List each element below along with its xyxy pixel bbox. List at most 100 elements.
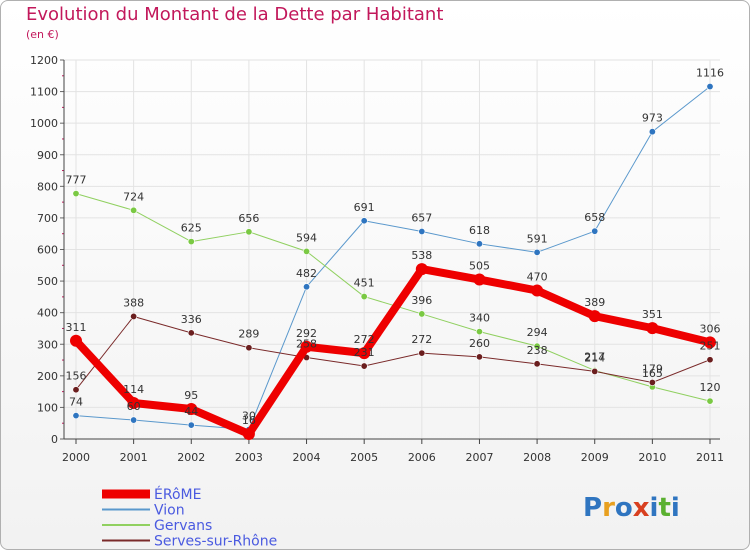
data-label: 179 bbox=[642, 362, 663, 375]
data-point bbox=[245, 344, 253, 352]
data-point bbox=[418, 349, 426, 357]
data-point bbox=[533, 248, 541, 256]
data-label: 16 bbox=[242, 414, 256, 427]
data-point bbox=[706, 356, 714, 364]
data-label: 777 bbox=[66, 174, 87, 187]
x-tick-label: 2005 bbox=[350, 451, 378, 464]
x-tick-label: 2009 bbox=[581, 451, 609, 464]
data-label: 389 bbox=[584, 296, 605, 309]
series-line bbox=[72, 265, 714, 438]
data-point bbox=[646, 322, 659, 335]
data-label: 724 bbox=[123, 190, 144, 203]
data-label: 60 bbox=[127, 400, 141, 413]
data-point bbox=[588, 310, 601, 323]
data-point bbox=[242, 427, 255, 440]
data-point bbox=[475, 353, 483, 361]
data-point bbox=[706, 397, 714, 405]
y-tick-label: 200 bbox=[37, 370, 58, 383]
y-tick-label: 500 bbox=[37, 275, 58, 288]
y-tick-label: 600 bbox=[37, 244, 58, 257]
data-point bbox=[185, 402, 198, 415]
data-point bbox=[418, 227, 426, 235]
y-tick-label: 1100 bbox=[30, 86, 58, 99]
chart-title: Evolution du Montant de la Dette par Hab… bbox=[26, 4, 444, 25]
y-tick-label: 100 bbox=[37, 401, 58, 414]
data-label: 238 bbox=[527, 344, 548, 357]
y-tick-label: 300 bbox=[37, 338, 58, 351]
data-point bbox=[360, 293, 368, 301]
data-label: 95 bbox=[184, 389, 198, 402]
data-label: 289 bbox=[238, 328, 259, 341]
data-label: 294 bbox=[527, 326, 548, 339]
data-label: 292 bbox=[296, 327, 317, 340]
data-point bbox=[475, 240, 483, 248]
data-label: 388 bbox=[123, 296, 144, 309]
data-label: 618 bbox=[469, 224, 490, 237]
data-point bbox=[473, 273, 486, 286]
legend-label: Gervans bbox=[154, 518, 212, 534]
x-tick-label: 2003 bbox=[235, 451, 263, 464]
data-label: 1116 bbox=[696, 67, 724, 80]
series-line bbox=[75, 315, 711, 391]
data-point bbox=[533, 342, 541, 350]
data-label: 260 bbox=[469, 337, 490, 350]
x-tick-label: 2004 bbox=[293, 451, 321, 464]
data-label: 306 bbox=[700, 322, 721, 335]
data-point bbox=[70, 334, 82, 347]
data-point bbox=[415, 263, 428, 276]
legend-label: Vion bbox=[154, 503, 185, 519]
data-label: 74 bbox=[69, 396, 83, 409]
data-point bbox=[130, 312, 138, 320]
data-point bbox=[127, 396, 140, 409]
y-tick-label: 0 bbox=[51, 433, 58, 446]
data-label: 340 bbox=[469, 312, 490, 325]
data-label: 336 bbox=[181, 313, 202, 326]
data-point bbox=[706, 83, 714, 91]
data-label: 214 bbox=[584, 351, 605, 364]
data-label: 451 bbox=[354, 277, 375, 290]
data-point bbox=[591, 367, 599, 375]
data-label: 591 bbox=[527, 232, 548, 245]
x-tick-label: 2000 bbox=[62, 451, 90, 464]
data-label: 156 bbox=[66, 370, 87, 383]
data-point bbox=[533, 360, 541, 368]
data-label: 272 bbox=[411, 333, 432, 346]
data-label: 482 bbox=[296, 267, 317, 280]
data-point bbox=[130, 206, 138, 214]
data-label: 973 bbox=[642, 112, 663, 125]
y-tick-label: 400 bbox=[37, 307, 58, 320]
data-label: 272 bbox=[354, 333, 375, 346]
y-tick-label: 1200 bbox=[30, 54, 58, 67]
y-tick-label: 1000 bbox=[30, 117, 58, 130]
data-point bbox=[300, 340, 313, 353]
x-tick-label: 2007 bbox=[465, 451, 493, 464]
data-label: 165 bbox=[642, 367, 663, 380]
data-point bbox=[187, 329, 195, 337]
data-point bbox=[531, 284, 544, 297]
data-label: 470 bbox=[527, 271, 548, 284]
data-point bbox=[648, 378, 656, 386]
data-label: 594 bbox=[296, 231, 317, 244]
data-label: 30 bbox=[242, 410, 256, 423]
data-point bbox=[187, 238, 195, 246]
legend-label: Serves-sur-Rhône bbox=[154, 534, 277, 550]
data-label: 351 bbox=[642, 308, 663, 321]
data-point bbox=[245, 228, 253, 236]
data-point bbox=[72, 190, 80, 198]
data-label: 691 bbox=[354, 201, 375, 214]
x-tick-label: 2002 bbox=[177, 451, 205, 464]
legend-label: ÉRôME bbox=[154, 486, 201, 503]
data-point bbox=[130, 416, 138, 424]
data-label: 538 bbox=[411, 249, 432, 262]
data-point bbox=[648, 128, 656, 136]
data-label: 258 bbox=[296, 338, 317, 351]
data-point bbox=[72, 412, 80, 420]
data-label: 120 bbox=[700, 381, 721, 394]
data-point bbox=[704, 336, 716, 349]
data-point bbox=[360, 362, 368, 370]
data-point bbox=[72, 386, 80, 394]
data-label: 114 bbox=[123, 383, 144, 396]
data-point bbox=[475, 328, 483, 336]
data-point bbox=[591, 227, 599, 235]
